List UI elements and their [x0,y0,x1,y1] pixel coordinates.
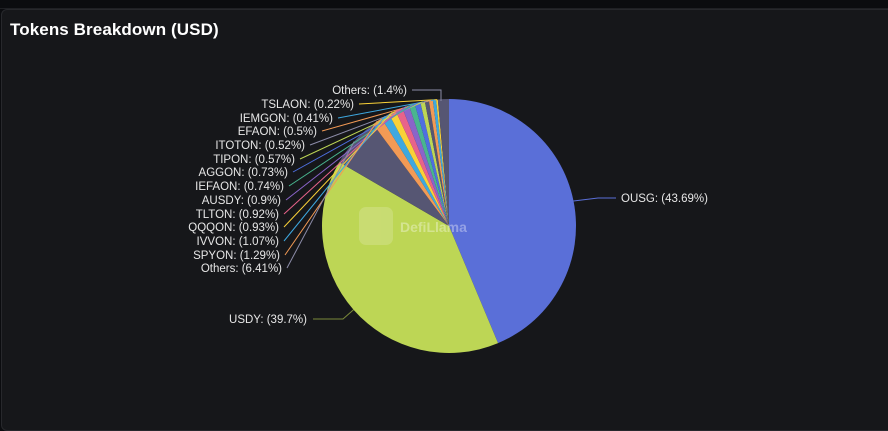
pie-slice-tipon[interactable] [420,101,449,226]
label-iefaon: IEFAON: (0.74%) [195,181,284,193]
label-others: Others: (1.4%) [332,85,407,97]
pie-slice-qqqon[interactable] [388,110,449,226]
label-ausdy: AUSDY: (0.9%) [202,195,281,207]
pie-slice-usdy[interactable] [321,162,499,353]
pie-slice-tlton[interactable] [395,107,449,226]
top-bar [0,0,888,9]
label-iemgon: IEMGON: (0.41%) [240,113,333,125]
label-tipon: TIPON: (0.57%) [213,154,295,166]
pie-slice-iemgon[interactable] [432,99,449,226]
pie-slice-aggon[interactable] [414,102,449,226]
pie-slice-others[interactable] [339,124,449,226]
pie-slice-ivvon[interactable] [381,114,449,226]
label-tslaon: TSLAON: (0.22%) [261,99,354,111]
label-ousg: OUSG: (43.69%) [621,193,708,205]
label-others: Others: (6.41%) [201,263,282,275]
label-ivvon: IVVON: (1.07%) [197,236,280,248]
label-itoton: ITOTON: (0.52%) [215,140,305,152]
label-aggon: AGGON: (0.73%) [199,167,289,179]
pie-slice-spyon[interactable] [373,118,449,226]
pie-slice-ausdy[interactable] [402,105,449,226]
svg-text:DefiLlama: DefiLlama [400,219,467,235]
defillama-watermark: DefiLlama [359,207,467,245]
pie-chart: DefiLlama OUSG: (43.69%) USDY: (39.7%) Othe… [188,85,708,353]
pie-slice-efaon[interactable] [428,100,449,226]
pie-slice-tslaon[interactable] [436,99,449,226]
label-usdy: USDY: (39.7%) [229,314,307,326]
chart-title: Tokens Breakdown (USD) [10,20,219,39]
label-spyon: SPYON: (1.29%) [193,250,280,262]
label-qqqon: QQQON: (0.93%) [188,222,279,234]
pie-slice-itoton[interactable] [424,100,449,226]
label-efaon: EFAON: (0.5%) [238,126,317,138]
pie-slice-others[interactable] [437,99,449,226]
pie-slice-iefaon[interactable] [409,103,449,226]
label-tlton: TLTON: (0.92%) [196,209,279,221]
pie-slice-ousg[interactable] [449,99,576,344]
